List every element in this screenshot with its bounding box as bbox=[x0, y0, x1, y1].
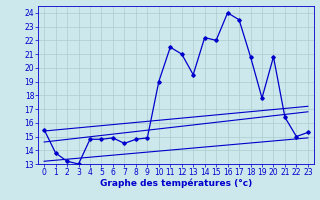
X-axis label: Graphe des températures (°c): Graphe des températures (°c) bbox=[100, 179, 252, 188]
